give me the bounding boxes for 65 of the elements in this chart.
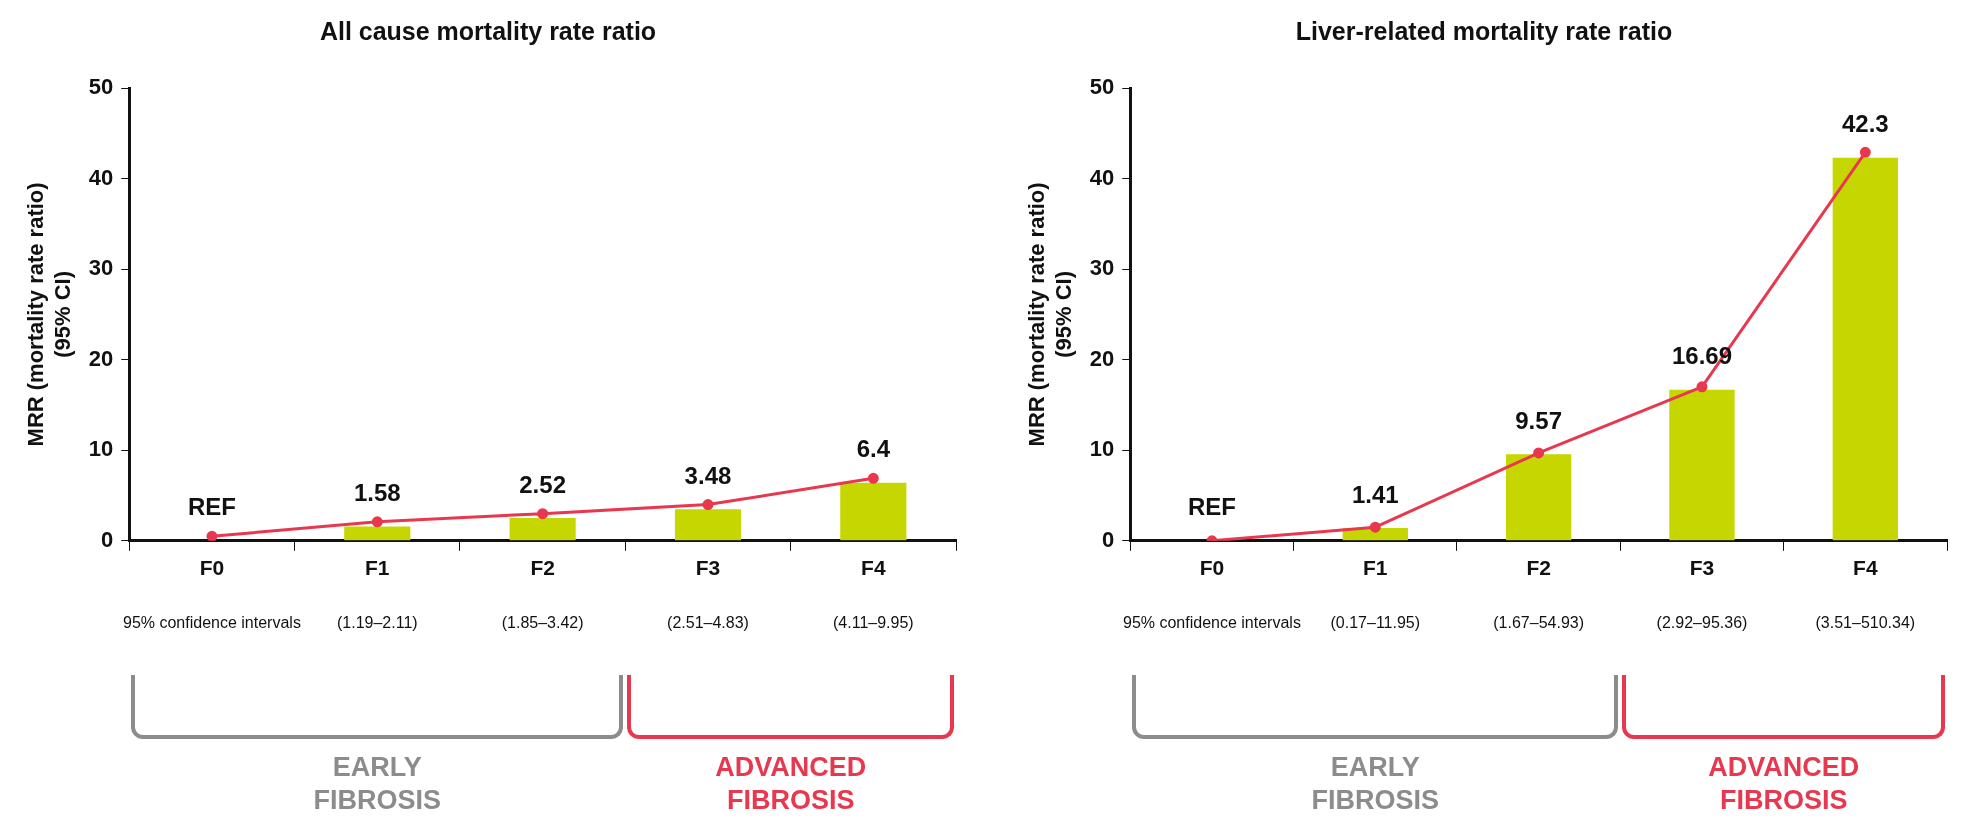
- x-tick-label: F2: [530, 556, 555, 580]
- bar: [344, 526, 411, 541]
- bar: [674, 509, 742, 541]
- data-label: 1.58: [353, 479, 401, 507]
- x-tick-label: F0: [1199, 556, 1225, 580]
- data-label: 6.4: [856, 435, 891, 463]
- data-label: 42.3: [1841, 110, 1889, 138]
- bar: [1505, 454, 1572, 541]
- y-tick-label: 10: [1089, 436, 1115, 462]
- text: EARLY FIBROSIS: [313, 752, 442, 816]
- text: ADVANCED FIBROSIS: [1708, 752, 1860, 816]
- y-tick-label: 20: [88, 345, 114, 371]
- point: [1696, 381, 1708, 393]
- x-tick-label: F0: [199, 556, 225, 580]
- point: [371, 516, 383, 528]
- text: (1.85–3.42): [501, 614, 584, 632]
- y-tick-label: 50: [88, 74, 114, 100]
- y-tick-label: 30: [88, 255, 114, 281]
- y-tick-label: 50: [1089, 74, 1115, 100]
- bar: [840, 482, 907, 541]
- text: (0.17–11.95): [1330, 614, 1421, 632]
- point: [702, 499, 714, 511]
- point: [1533, 447, 1545, 459]
- y-axis-title: MRR (mortality rate ratio) (95% CI): [23, 182, 75, 447]
- x-tick-label: F2: [1526, 556, 1551, 580]
- data-label: 3.48: [684, 461, 732, 489]
- text: (2.51–4.83): [667, 614, 749, 632]
- bar: [1669, 389, 1735, 541]
- x-tick-label: F4: [1853, 556, 1878, 580]
- point: [537, 508, 549, 520]
- text: (2.92–95.36): [1656, 614, 1748, 632]
- data-label: 2.52: [519, 470, 566, 498]
- x-tick-label: F4: [861, 556, 886, 580]
- y-tick-label: 0: [1102, 526, 1115, 552]
- chart-title: Liver-related mortality rate ratio: [1295, 16, 1673, 45]
- text: REF: [187, 493, 236, 521]
- data-label: 9.57: [1515, 406, 1562, 434]
- text: ADVANCED FIBROSIS: [715, 752, 867, 816]
- y-tick-label: 20: [1089, 345, 1115, 371]
- x-tick-label: F3: [1689, 556, 1715, 580]
- x-tick-label: F3: [695, 556, 721, 580]
- point: [1369, 521, 1381, 533]
- data-label: 1.41: [1351, 480, 1399, 508]
- text: (1.67–54.93): [1493, 614, 1584, 632]
- point: [206, 530, 218, 541]
- y-tick-label: 0: [101, 526, 114, 552]
- y-axis-title: MRR (mortality rate ratio) (95% CI): [1024, 182, 1076, 447]
- text: 95% confidence intervals: [123, 614, 301, 632]
- bar: [1832, 157, 1898, 541]
- x-tick-label: F1: [1363, 556, 1388, 580]
- text: (3.51–510.34): [1815, 614, 1916, 632]
- point: [867, 472, 879, 484]
- y-tick-label: 40: [1089, 164, 1115, 190]
- bar: [509, 517, 576, 541]
- x-tick-label: F1: [365, 556, 390, 580]
- text: 95% confidence intervals: [1123, 614, 1301, 632]
- point: [1859, 146, 1871, 158]
- text: (1.19–2.11): [336, 614, 418, 632]
- text: REF: [1187, 493, 1236, 521]
- text: (4.11–9.95): [833, 614, 914, 632]
- y-tick-label: 30: [1089, 255, 1115, 281]
- text: EARLY FIBROSIS: [1311, 752, 1440, 816]
- y-tick-label: 40: [88, 164, 114, 190]
- chart-title: All cause mortality rate ratio: [319, 16, 657, 45]
- y-tick-label: 10: [88, 436, 114, 462]
